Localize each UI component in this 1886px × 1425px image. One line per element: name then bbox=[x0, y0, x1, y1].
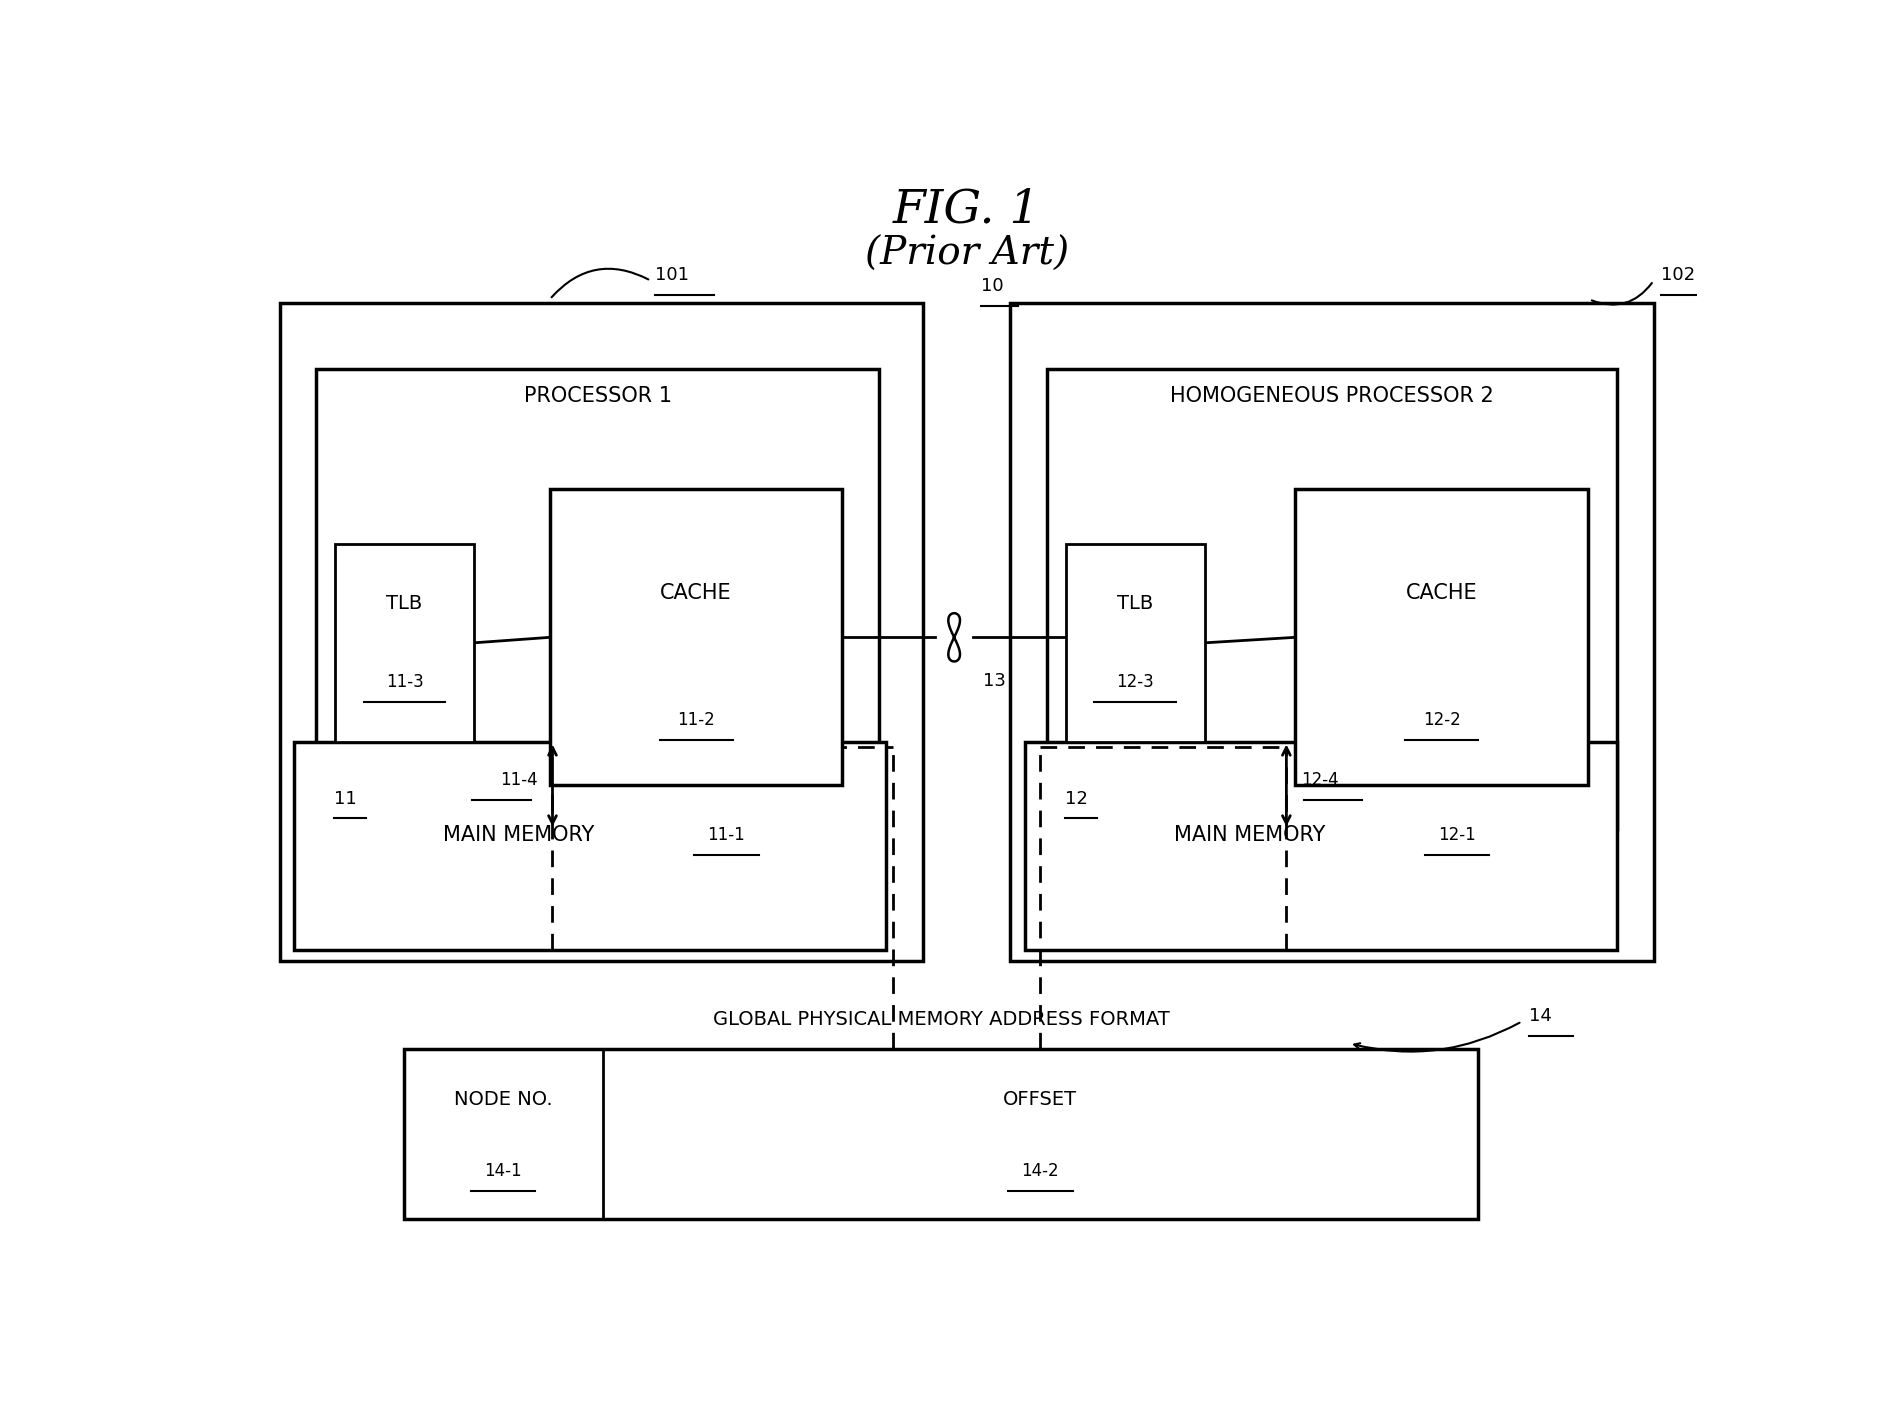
Text: 12-1: 12-1 bbox=[1439, 826, 1477, 845]
Text: 102: 102 bbox=[1662, 266, 1696, 284]
Text: 10: 10 bbox=[981, 278, 1003, 295]
Text: FIG. 1: FIG. 1 bbox=[892, 187, 1041, 232]
Bar bbox=[294, 741, 886, 950]
Bar bbox=[336, 544, 473, 741]
Text: 14-1: 14-1 bbox=[485, 1163, 522, 1180]
Text: NODE NO.: NODE NO. bbox=[455, 1090, 553, 1109]
Bar bbox=[1066, 544, 1205, 741]
Text: TLB: TLB bbox=[1117, 594, 1154, 613]
Bar bbox=[1296, 489, 1588, 785]
Text: MAIN MEMORY: MAIN MEMORY bbox=[1175, 825, 1326, 845]
Text: CACHE: CACHE bbox=[660, 583, 732, 603]
Text: HOMOGENEOUS PROCESSOR 2: HOMOGENEOUS PROCESSOR 2 bbox=[1169, 386, 1494, 406]
Text: 12: 12 bbox=[1064, 789, 1088, 808]
Text: 101: 101 bbox=[654, 266, 688, 284]
Text: 13: 13 bbox=[983, 673, 1007, 690]
Text: 12-3: 12-3 bbox=[1117, 674, 1154, 691]
Text: 12-4: 12-4 bbox=[1301, 771, 1339, 789]
Bar bbox=[1026, 741, 1616, 950]
Text: MAIN MEMORY: MAIN MEMORY bbox=[443, 825, 594, 845]
Text: 11-4: 11-4 bbox=[500, 771, 538, 789]
Bar bbox=[279, 302, 922, 960]
Text: OFFSET: OFFSET bbox=[1003, 1090, 1077, 1109]
Text: 11-2: 11-2 bbox=[677, 711, 715, 730]
Text: PROCESSOR 1: PROCESSOR 1 bbox=[524, 386, 671, 406]
Text: 14: 14 bbox=[1530, 1007, 1552, 1025]
Bar bbox=[1011, 302, 1654, 960]
Text: 11: 11 bbox=[334, 789, 356, 808]
Text: 12-2: 12-2 bbox=[1422, 711, 1460, 730]
Text: TLB: TLB bbox=[387, 594, 422, 613]
Text: 11-1: 11-1 bbox=[707, 826, 745, 845]
Text: CACHE: CACHE bbox=[1405, 583, 1477, 603]
Text: 11-3: 11-3 bbox=[387, 674, 424, 691]
Text: (Prior Art): (Prior Art) bbox=[864, 237, 1069, 274]
Bar bbox=[317, 369, 879, 829]
Text: GLOBAL PHYSICAL MEMORY ADDRESS FORMAT: GLOBAL PHYSICAL MEMORY ADDRESS FORMAT bbox=[713, 1010, 1169, 1029]
Text: 14-2: 14-2 bbox=[1022, 1163, 1060, 1180]
Bar bbox=[551, 489, 843, 785]
Bar bbox=[404, 1049, 1479, 1218]
Bar bbox=[1047, 369, 1616, 829]
